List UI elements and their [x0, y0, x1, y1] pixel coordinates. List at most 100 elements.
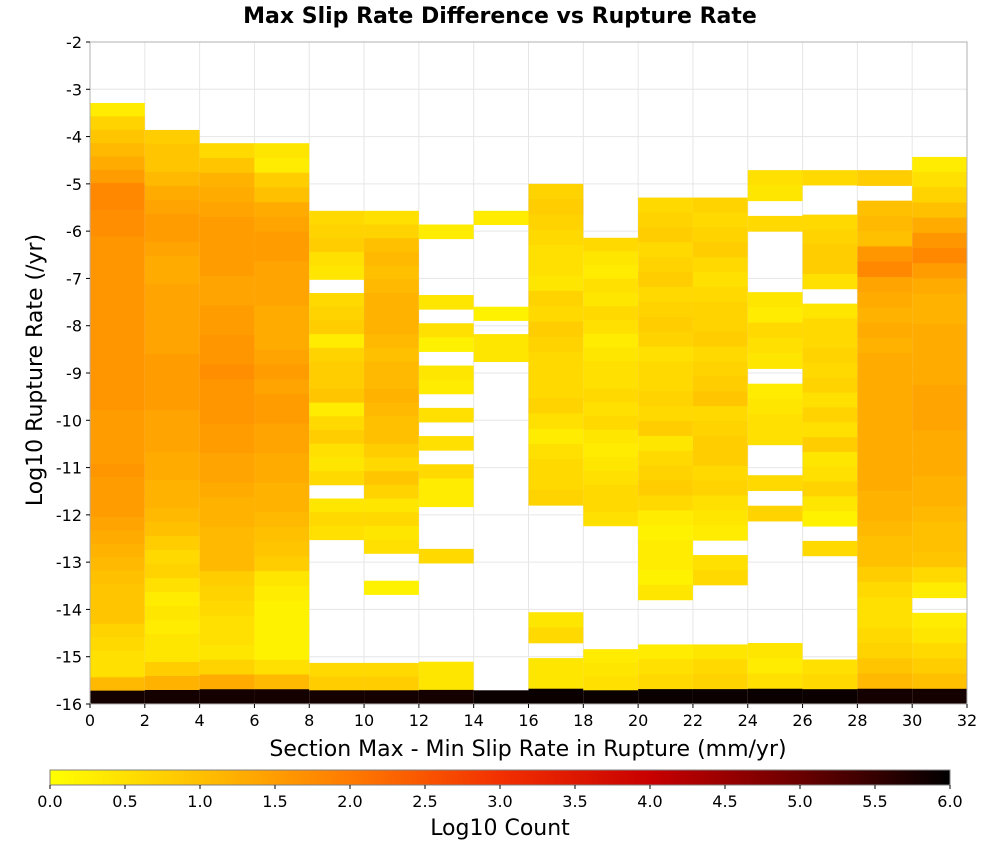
- heatmap-cell: [199, 541, 255, 557]
- heatmap-cell: [802, 481, 858, 497]
- heatmap-cell: [144, 185, 200, 201]
- heatmap-cell: [857, 261, 913, 278]
- heatmap-cell: [583, 333, 639, 348]
- heatmap-cell: [254, 157, 310, 174]
- heatmap-cell: [144, 465, 200, 481]
- heatmap-cell: [90, 690, 145, 705]
- heatmap-cell: [583, 320, 639, 335]
- x-tick-label: 8: [304, 711, 314, 730]
- heatmap-cell: [473, 210, 529, 226]
- heatmap-cell: [638, 569, 693, 586]
- heatmap-cell: [144, 549, 200, 565]
- heatmap-cell: [254, 585, 310, 602]
- heatmap-cell: [857, 642, 913, 659]
- heatmap-cell: [90, 597, 145, 612]
- x-tick-label: 14: [464, 711, 484, 730]
- heatmap-cell: [254, 202, 310, 218]
- heatmap-cell: [802, 303, 858, 319]
- heatmap-cell: [364, 306, 419, 321]
- heatmap-cell: [583, 416, 639, 431]
- heatmap-cell: [692, 301, 748, 318]
- heatmap-cell: [144, 675, 200, 691]
- heatmap-cell: [583, 429, 639, 444]
- heatmap-cell: [692, 480, 748, 496]
- heatmap-cell: [254, 571, 310, 587]
- heatmap-cell: [692, 242, 748, 258]
- heatmap-cell: [199, 246, 255, 262]
- heatmap-cell: [528, 612, 584, 629]
- heatmap-cell: [857, 627, 913, 644]
- y-tick-label: -12: [56, 506, 82, 525]
- heatmap-cell: [528, 428, 584, 445]
- heatmap-cell: [144, 311, 200, 327]
- heatmap-cell: [857, 398, 913, 415]
- heatmap-cell: [638, 316, 693, 333]
- heatmap-cell: [364, 580, 419, 595]
- heatmap-cell: [90, 450, 145, 465]
- heatmap-cell: [309, 251, 365, 267]
- heatmap-cell: [144, 577, 200, 593]
- heatmap-cell: [583, 402, 639, 417]
- heatmap-cell: [199, 143, 255, 159]
- heatmap-cell: [747, 292, 803, 308]
- heatmap-cell: [857, 444, 913, 461]
- heatmap-cell: [90, 490, 145, 505]
- x-axis-label: Section Max - Min Slip Rate in Rupture (…: [269, 737, 786, 762]
- heatmap-cell: [254, 630, 310, 646]
- heatmap-cell: [692, 406, 748, 422]
- heatmap-cell: [199, 187, 255, 203]
- x-axis-ticks: 0 2 4 6 8 10 12 14 16 18 20 22 24 26 28 30 32: [85, 704, 977, 730]
- heatmap-cell: [90, 343, 145, 358]
- heatmap-cell: [692, 212, 748, 228]
- heatmap-cell: [638, 540, 693, 556]
- heatmap-cell: [747, 215, 803, 232]
- heatmap-cell: [583, 292, 639, 307]
- heatmap-cell: [638, 659, 693, 675]
- heatmap-cell: [90, 303, 145, 318]
- heatmap-cell: [692, 346, 748, 362]
- heatmap-cell: [309, 293, 365, 308]
- heatmap-cell: [912, 369, 967, 386]
- heatmap-cell: [144, 227, 200, 243]
- heatmap-cell: [857, 200, 913, 217]
- heatmap-cell: [912, 688, 967, 705]
- y-tick-label: -5: [66, 175, 82, 194]
- heatmap-cell: [528, 673, 584, 690]
- heatmap-cell: [638, 227, 693, 243]
- heatmap-cell: [638, 555, 693, 571]
- heatmap-cell: [199, 659, 255, 675]
- heatmap-cell: [364, 676, 419, 691]
- heatmap-cell: [528, 443, 584, 460]
- colorbar-tick-label: 3.5: [562, 792, 587, 811]
- x-tick-label: 30: [902, 711, 922, 730]
- heatmap-cell: [309, 430, 365, 445]
- heatmap-cell: [254, 453, 310, 469]
- colorbar-tick-label: 3.0: [487, 792, 512, 811]
- heatmap-cell: [912, 521, 967, 538]
- heatmap-cell: [802, 229, 858, 245]
- heatmap-cell: [912, 491, 967, 507]
- heatmap-cell: [912, 232, 967, 249]
- y-tick-label: -2: [66, 33, 82, 52]
- x-tick-label: 16: [518, 711, 538, 730]
- y-tick-label: -3: [66, 80, 82, 99]
- heatmap-cell: [528, 229, 584, 246]
- heatmap-cell: [90, 530, 145, 545]
- heatmap-cell: [583, 690, 639, 705]
- heatmap-cell: [254, 349, 310, 366]
- heatmap-cell: [857, 276, 913, 293]
- heatmap-cell: [912, 293, 967, 310]
- heatmap-cell: [747, 475, 803, 491]
- heatmap-cell: [309, 662, 365, 678]
- heatmap-cell: [364, 265, 419, 280]
- heatmap-cell: [912, 248, 967, 264]
- heatmap-cell: [912, 384, 967, 401]
- x-tick-label: 28: [847, 711, 867, 730]
- heatmap-cell: [747, 673, 803, 690]
- heatmap-cell: [638, 674, 693, 690]
- heatmap-cell: [199, 571, 255, 587]
- heatmap-cell: [528, 489, 584, 506]
- y-tick-label: -6: [66, 222, 82, 241]
- heatmap-cell: [309, 210, 365, 226]
- heatmap-cell: [802, 496, 858, 512]
